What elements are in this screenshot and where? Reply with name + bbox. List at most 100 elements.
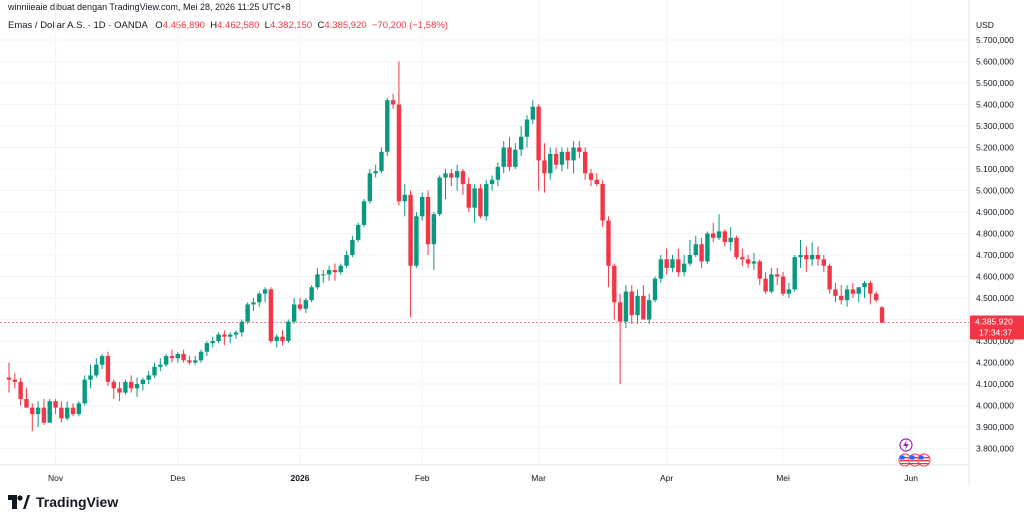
price-badge-bg: [970, 315, 1024, 340]
candle-body: [780, 276, 786, 294]
candle-body: [257, 293, 262, 303]
candle-body: [420, 196, 425, 217]
candle-body: [629, 291, 634, 316]
candle-body: [344, 255, 349, 266]
candle-body: [769, 274, 774, 292]
candle-body: [326, 270, 332, 275]
us-flag-icon[interactable]: [898, 453, 912, 467]
candle-body: [792, 257, 797, 290]
time-tick-label: Des: [170, 473, 185, 483]
candle-body: [681, 263, 687, 273]
tradingview-logo-icon: [8, 495, 30, 509]
candles: [6, 61, 885, 432]
candle-body: [303, 300, 309, 309]
candle-body: [12, 379, 18, 382]
price-tick-label: 3.800,000: [976, 444, 1014, 454]
candle-body: [181, 353, 186, 361]
candle-body: [47, 401, 52, 423]
candle-body: [6, 377, 12, 380]
candle-body: [425, 196, 431, 245]
low-label: L: [264, 20, 270, 31]
close-value: 4.385,920: [324, 20, 367, 31]
price-tick-label: 5.300,000: [976, 121, 1014, 131]
candle-body: [315, 274, 320, 288]
candle-body: [134, 384, 140, 389]
candle-body: [513, 149, 518, 167]
candle-body: [676, 259, 681, 273]
lightning-glyph: [903, 440, 909, 450]
candle-body: [350, 239, 355, 255]
close-label: C: [317, 20, 325, 31]
candle-body: [390, 100, 396, 105]
candle-body: [751, 261, 757, 264]
candle-body: [495, 166, 501, 180]
candle-body: [210, 341, 215, 344]
candle-body: [518, 136, 524, 150]
candle-body: [431, 214, 437, 245]
us-flag-icon[interactable]: [917, 453, 931, 467]
price-axis[interactable]: 3.800,000 3.900,000 4.000,000 4.100,000 4.20…: [976, 35, 1014, 454]
candle-body: [652, 278, 658, 301]
price-tick-label: 5.100,000: [976, 164, 1014, 174]
candle-body: [187, 360, 192, 363]
candle-body: [815, 255, 821, 260]
candle-body: [833, 289, 838, 296]
candle-body: [548, 153, 553, 174]
candle-body: [745, 259, 751, 264]
candle-body: [82, 379, 87, 404]
candle-body: [687, 255, 693, 264]
candle-body: [198, 351, 204, 361]
price-tick-label: 4.200,000: [976, 358, 1014, 368]
candle-body: [251, 302, 256, 305]
candle-body: [699, 244, 704, 262]
candle-body: [868, 282, 873, 294]
currency-label: USD: [976, 20, 994, 30]
candle-body: [117, 388, 122, 393]
price-tick-label: 4.600,000: [976, 272, 1014, 282]
candle-body: [356, 224, 361, 240]
candle-body: [466, 184, 471, 208]
candle-body: [291, 304, 297, 322]
candle-body: [641, 295, 646, 320]
high-value: 4.462,580: [217, 20, 260, 31]
time-tick-label: Nov: [48, 473, 64, 483]
candle-body: [577, 147, 582, 152]
candle-body: [379, 151, 384, 172]
price-tick-label: 5.400,000: [976, 100, 1014, 110]
candle-body: [757, 261, 762, 279]
candle-body: [41, 407, 47, 423]
price-tick-label: 4.100,000: [976, 379, 1014, 389]
open-value: 4.456,890: [162, 20, 205, 31]
candle-body: [856, 287, 861, 294]
candle-body: [70, 407, 76, 415]
symbol-name[interactable]: Emas / Dollar A.S. · 1D · OANDA: [8, 20, 148, 31]
event-icons[interactable]: [898, 438, 931, 467]
candle-body: [111, 381, 116, 389]
candle-body: [850, 289, 856, 294]
candle-body: [658, 259, 664, 279]
candle-body: [274, 336, 279, 341]
candle-body: [565, 151, 570, 161]
candle-body: [804, 255, 809, 260]
time-axis[interactable]: Nov Des 2026 Feb Mar Apr Mei Jun: [48, 473, 918, 483]
author-line: winniieaie dibuat dengan TradingView.com…: [8, 2, 291, 12]
brand-name: TradingView: [36, 494, 119, 510]
time-tick-label: Jun: [904, 473, 918, 483]
candle-body: [489, 179, 495, 185]
candle-body: [286, 321, 291, 341]
candle-body: [338, 265, 343, 273]
price-tick-label: 4.000,000: [976, 401, 1014, 411]
candle-body: [158, 364, 163, 367]
candle-body: [844, 289, 850, 301]
candle-body: [193, 360, 198, 363]
price-tick-label: 3.900,000: [976, 422, 1014, 432]
last-price-label: 4.385,920: [975, 317, 1013, 327]
candle-body: [501, 147, 506, 167]
candle-body: [623, 291, 629, 322]
candle-body: [408, 194, 413, 266]
candle-body: [35, 407, 41, 415]
candle-body: [786, 289, 792, 294]
candle-body: [152, 366, 157, 376]
candle-body: [123, 381, 128, 393]
